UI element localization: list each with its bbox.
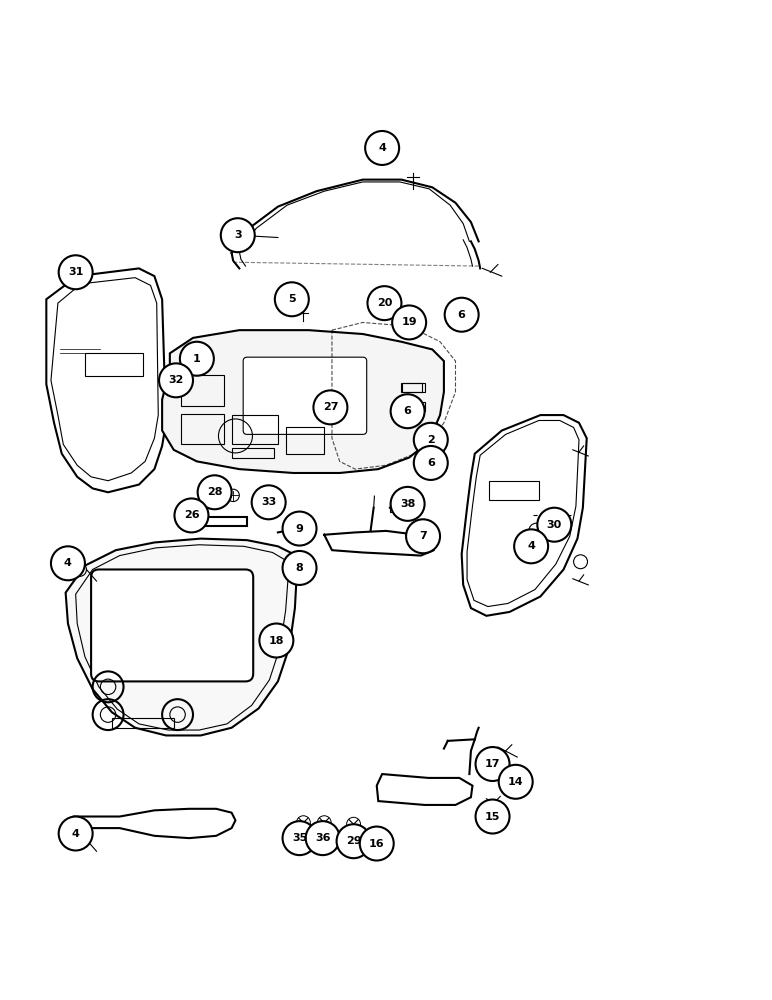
Text: 4: 4 xyxy=(527,541,535,551)
Circle shape xyxy=(313,390,347,424)
Circle shape xyxy=(367,286,401,320)
Circle shape xyxy=(476,747,510,781)
Text: 36: 36 xyxy=(315,833,330,843)
Bar xyxy=(232,448,274,458)
Text: 4: 4 xyxy=(72,829,80,839)
Text: 9: 9 xyxy=(296,524,303,534)
Text: 20: 20 xyxy=(377,298,392,308)
Bar xyxy=(402,383,422,392)
Text: 6: 6 xyxy=(427,458,435,468)
Text: 7: 7 xyxy=(419,531,427,541)
Circle shape xyxy=(275,282,309,316)
Circle shape xyxy=(391,394,425,428)
Circle shape xyxy=(198,475,232,509)
Bar xyxy=(417,434,434,442)
Circle shape xyxy=(337,824,371,858)
Text: 15: 15 xyxy=(485,812,500,822)
Circle shape xyxy=(221,218,255,252)
Circle shape xyxy=(59,255,93,289)
Circle shape xyxy=(365,131,399,165)
Circle shape xyxy=(537,508,571,542)
Circle shape xyxy=(51,546,85,580)
Circle shape xyxy=(406,519,440,553)
Bar xyxy=(181,375,224,406)
Text: 18: 18 xyxy=(269,636,284,646)
Circle shape xyxy=(306,821,340,855)
Circle shape xyxy=(59,817,93,850)
Circle shape xyxy=(259,624,293,657)
Bar xyxy=(112,718,174,728)
Text: 6: 6 xyxy=(458,310,466,320)
Circle shape xyxy=(392,305,426,339)
Bar xyxy=(181,414,224,444)
Bar xyxy=(401,402,425,411)
Circle shape xyxy=(414,446,448,480)
Text: 28: 28 xyxy=(207,487,222,497)
Text: 16: 16 xyxy=(369,839,384,849)
Circle shape xyxy=(499,765,533,799)
Text: 30: 30 xyxy=(547,520,562,530)
Circle shape xyxy=(252,485,286,519)
Bar xyxy=(401,383,425,392)
Text: 17: 17 xyxy=(485,759,500,769)
Circle shape xyxy=(283,821,317,855)
Bar xyxy=(85,353,143,376)
Bar xyxy=(197,517,247,526)
Text: 31: 31 xyxy=(68,267,83,277)
Text: 27: 27 xyxy=(323,402,338,412)
Text: 1: 1 xyxy=(193,354,201,364)
Text: 29: 29 xyxy=(346,836,361,846)
Circle shape xyxy=(283,551,317,585)
Text: 8: 8 xyxy=(296,563,303,573)
Circle shape xyxy=(283,512,317,546)
Text: 32: 32 xyxy=(168,375,184,385)
PathPatch shape xyxy=(66,539,297,735)
Text: 4: 4 xyxy=(64,558,72,568)
Text: 14: 14 xyxy=(508,777,523,787)
Circle shape xyxy=(391,487,425,521)
Text: 3: 3 xyxy=(234,230,242,240)
Text: 35: 35 xyxy=(292,833,307,843)
Text: 4: 4 xyxy=(378,143,386,153)
Bar xyxy=(401,400,420,410)
Bar xyxy=(390,504,405,512)
Circle shape xyxy=(159,363,193,397)
Bar xyxy=(489,481,539,500)
Text: 6: 6 xyxy=(404,406,411,416)
Text: 33: 33 xyxy=(261,497,276,507)
Circle shape xyxy=(174,498,208,532)
PathPatch shape xyxy=(162,330,444,473)
Bar xyxy=(286,427,324,454)
Circle shape xyxy=(414,423,448,457)
Bar xyxy=(232,415,278,444)
Circle shape xyxy=(445,298,479,332)
Circle shape xyxy=(180,342,214,376)
Circle shape xyxy=(360,827,394,861)
Circle shape xyxy=(476,800,510,834)
Text: 5: 5 xyxy=(288,294,296,304)
Text: 19: 19 xyxy=(401,317,417,327)
Text: 38: 38 xyxy=(400,499,415,509)
Bar xyxy=(417,450,434,458)
FancyBboxPatch shape xyxy=(243,357,367,434)
Text: 2: 2 xyxy=(427,435,435,445)
Circle shape xyxy=(514,529,548,563)
Text: 26: 26 xyxy=(184,510,199,520)
FancyBboxPatch shape xyxy=(91,569,253,681)
